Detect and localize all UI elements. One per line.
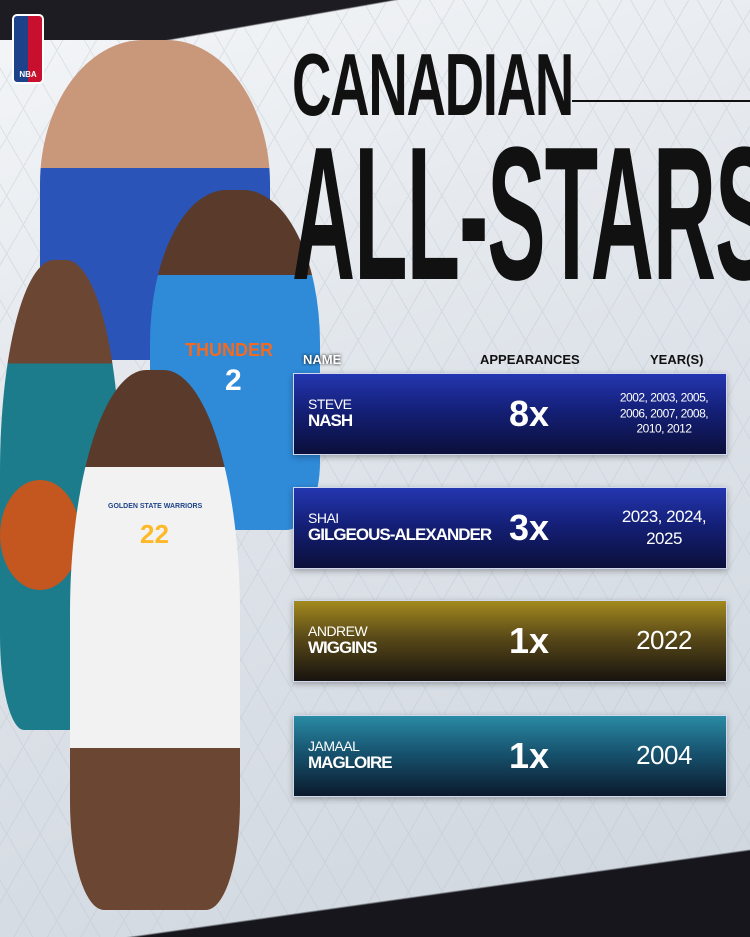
title-line-1: CANADIAN — [292, 35, 574, 134]
years: 2002, 2003, 2005, 2006, 2007, 2008, 2010… — [619, 390, 709, 436]
last-name: WIGGINS — [308, 638, 378, 658]
last-name: NASH — [308, 411, 353, 431]
thunder-jersey-text: THUNDER — [185, 340, 273, 360]
table-row: ANDREW WIGGINS 1x 2022 — [293, 600, 727, 682]
table-row: SHAI GILGEOUS-ALEXANDER 3x 2023, 2024, 20… — [293, 487, 727, 569]
appearances: 1x — [509, 620, 550, 661]
first-name: STEVE — [308, 395, 352, 412]
nba-logo: NBA — [12, 14, 44, 84]
header-name: NAME — [303, 352, 342, 367]
appearances: 3x — [509, 507, 550, 548]
basketball — [0, 480, 80, 590]
warriors-jersey-text: GOLDEN STATE WARRIORS — [108, 503, 203, 510]
player-name: JAMAAL MAGLOIRE — [308, 737, 500, 773]
years: 2004 — [636, 740, 692, 771]
years: 2022 — [636, 625, 692, 656]
appearances: 1x — [509, 735, 550, 776]
first-name: SHAI — [308, 509, 339, 526]
title-rule — [572, 100, 750, 102]
player-name: STEVE NASH — [308, 395, 500, 431]
thunder-jersey-number: 2 — [225, 364, 242, 397]
last-name: GILGEOUS-ALEXANDER — [308, 525, 492, 545]
header-appearances: APPEARANCES — [480, 352, 580, 367]
warriors-jersey-number: 22 — [140, 519, 169, 549]
player-name: SHAI GILGEOUS-ALEXANDER — [308, 509, 500, 545]
title-line-2: ALL-STARS — [292, 108, 750, 320]
player-name: ANDREW WIGGINS — [308, 622, 500, 658]
logo-text: NBA — [19, 70, 37, 79]
years: 2023, 2024, 2025 — [621, 506, 707, 548]
players-photo-collage: THUNDER 2 GOLDEN STATE WARRIORS 22 — [0, 30, 330, 910]
table-row: STEVE NASH 8x 2002, 2003, 2005, 2006, 200… — [293, 373, 727, 455]
first-name: ANDREW — [308, 622, 368, 639]
header-years: YEAR(S) — [650, 352, 704, 367]
appearances: 8x — [509, 393, 550, 434]
top-band — [0, 0, 750, 40]
table-row: JAMAAL MAGLOIRE 1x 2004 — [293, 715, 727, 797]
player-wiggins: GOLDEN STATE WARRIORS 22 — [70, 370, 240, 910]
last-name: MAGLOIRE — [308, 753, 393, 773]
first-name: JAMAAL — [308, 737, 360, 754]
